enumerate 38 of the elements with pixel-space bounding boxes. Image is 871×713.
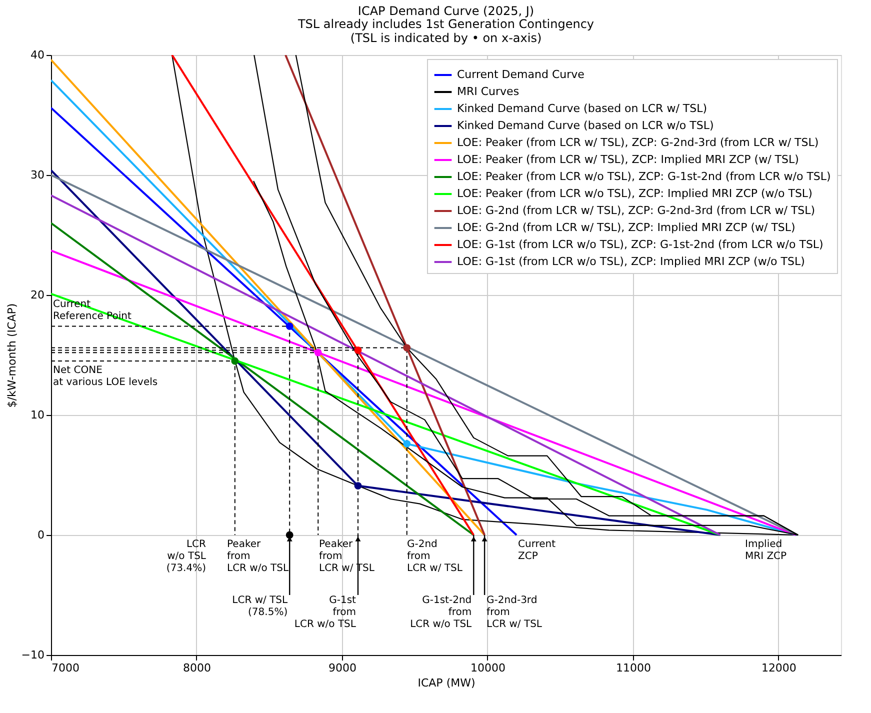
legend-label: LOE: G-2nd (from LCR w/ TSL), ZCP: G-2nd-3rd (from LCR w/ TSL) xyxy=(457,204,816,217)
legend-label: LOE: Peaker (from LCR w/ TSL), ZCP: G-2nd-3rd (from LCR w/ TSL) xyxy=(457,136,819,149)
annotation: Current ZCP xyxy=(518,539,556,562)
annotation: Peaker from LCR w/o TSL xyxy=(227,539,289,574)
x-tick-label: 10000 xyxy=(470,662,506,674)
y-tick-label: 10 xyxy=(30,408,44,422)
legend-label: MRI Curves xyxy=(457,85,520,98)
annotation: LCR w/ TSL (78.5%) xyxy=(232,595,288,618)
x-axis-title: ICAP (MW) xyxy=(418,676,476,690)
legend-label: Kinked Demand Curve (based on LCR w/o TSL) xyxy=(457,119,714,132)
chart-title: ICAP Demand Curve (2025, J) xyxy=(358,4,534,18)
annotation: G-2nd from LCR w/ TSL xyxy=(407,539,463,574)
legend-label: LOE: G-1st (from LCR w/o TSL), ZCP: Implied MRI ZCP (w/o TSL) xyxy=(457,255,805,268)
y-tick-label: −10 xyxy=(21,648,44,662)
annotation: G-1st-2nd from LCR w/o TSL xyxy=(410,595,472,630)
legend-label: LOE: G-1st (from LCR w/o TSL), ZCP: G-1st-2nd (from LCR w/o TSL) xyxy=(457,238,824,251)
y-tick-label: 30 xyxy=(30,168,44,182)
chart-subtitle: TSL already includes 1st Generation Contingency (TSL is indicated by • on x-axis) xyxy=(296,17,594,45)
x-tick-label: 7000 xyxy=(52,662,80,674)
annotation: G-2nd-3rd from LCR w/ TSL xyxy=(486,595,542,630)
y-tick-label: 0 xyxy=(38,528,44,542)
annotation: Net CONE at various LOE levels xyxy=(53,365,158,388)
annotation: LCR w/o TSL (73.4%) xyxy=(166,539,206,574)
y-tick-label: 20 xyxy=(30,288,44,302)
y-axis-title: $/kW-month (ICAP) xyxy=(5,303,18,408)
annotation: Implied MRI ZCP xyxy=(745,539,787,562)
x-tick-label: 8000 xyxy=(182,662,211,674)
x-tick-label: 9000 xyxy=(328,662,356,674)
legend-label: LOE: G-2nd (from LCR w/ TSL), ZCP: Implied MRI ZCP (w/ TSL) xyxy=(457,221,796,234)
y-tick-label: 40 xyxy=(30,48,44,62)
legend-label: Kinked Demand Curve (based on LCR w/ TSL) xyxy=(457,102,708,115)
legend-label: LOE: Peaker (from LCR w/o TSL), ZCP: G-1st-2nd (from LCR w/o TSL) xyxy=(457,170,831,183)
x-tick-label: 12000 xyxy=(761,662,796,674)
legend-label: Current Demand Curve xyxy=(457,68,585,81)
legend-label: LOE: Peaker (from LCR w/o TSL), ZCP: Implied MRI ZCP (w/o TSL) xyxy=(457,187,812,200)
annotation: G-1st from LCR w/o TSL xyxy=(294,595,356,630)
x-tick-label: 11000 xyxy=(616,662,651,674)
legend-label: LOE: Peaker (from LCR w/ TSL), ZCP: Implied MRI ZCP (w/ TSL) xyxy=(457,153,799,166)
